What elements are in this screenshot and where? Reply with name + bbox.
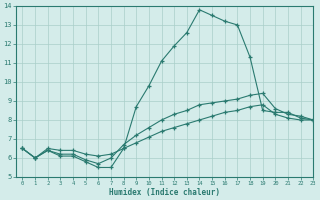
X-axis label: Humidex (Indice chaleur): Humidex (Indice chaleur) <box>109 188 220 197</box>
